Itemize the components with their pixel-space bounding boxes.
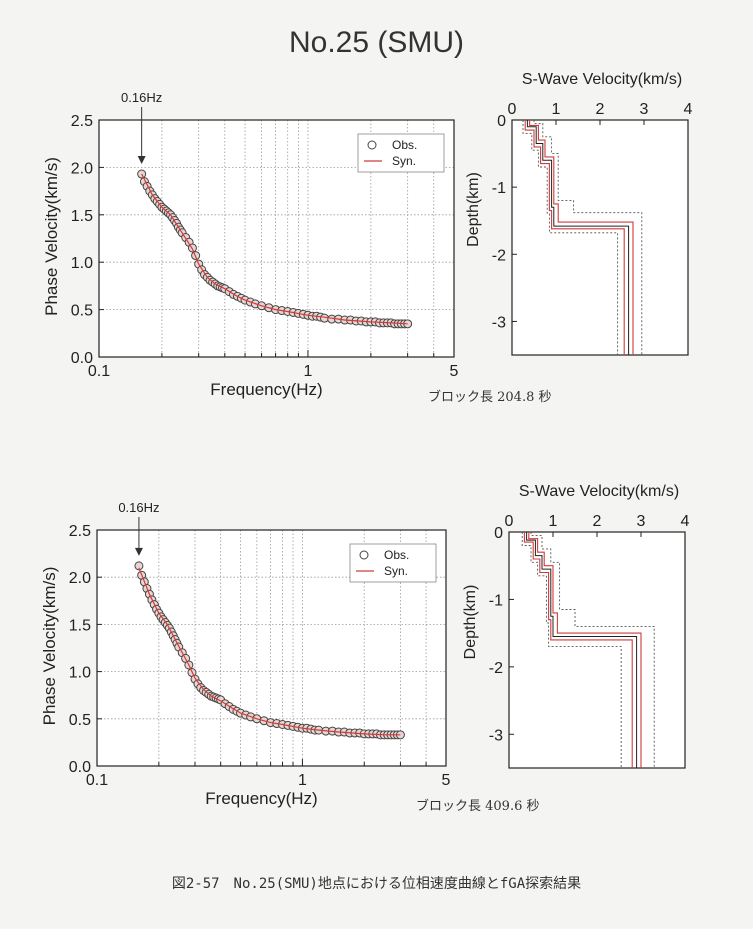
y-axis-label: Phase Velocity(km/s) bbox=[42, 157, 61, 316]
y-tick-label: 1.0 bbox=[69, 665, 91, 682]
y-tick-label: 0.5 bbox=[71, 303, 93, 320]
profile-best-line bbox=[526, 532, 638, 768]
profile-x-tick-label: 4 bbox=[684, 101, 693, 118]
profile-x-tick-label: 3 bbox=[637, 513, 646, 530]
profile-y-tick-label: -1 bbox=[492, 180, 506, 197]
page-title: No.25 (SMU) bbox=[288, 26, 465, 59]
profile-x-tick-label: 3 bbox=[640, 101, 649, 118]
profile-title: S-Wave Velocity(km/s) bbox=[519, 483, 679, 500]
profile-y-tick-label: -3 bbox=[489, 727, 503, 744]
profile-x-tick-label: 0 bbox=[505, 513, 514, 530]
profile-x-tick-label: 1 bbox=[552, 101, 561, 118]
profile-x-tick-label: 2 bbox=[596, 101, 605, 118]
legend-obs-label: Obs. bbox=[384, 548, 409, 562]
legend-box bbox=[357, 133, 445, 173]
profile-bound-low-line bbox=[521, 532, 622, 768]
obs-point bbox=[134, 561, 144, 571]
legend-syn-label: Syn. bbox=[392, 154, 416, 168]
x-tick-label: 1 bbox=[303, 363, 312, 380]
profile-x-tick-label: 4 bbox=[681, 513, 690, 530]
profile-x-tick-label: 1 bbox=[549, 513, 558, 530]
y-tick-label: 0.0 bbox=[69, 759, 91, 776]
y-tick-label: 1.5 bbox=[69, 617, 91, 634]
profile-frame bbox=[508, 531, 686, 769]
frequency-annotation: 0.16Hz bbox=[118, 500, 159, 515]
legend-obs-marker bbox=[359, 550, 369, 560]
syn-line bbox=[141, 173, 408, 325]
profile-bound-low-line bbox=[522, 120, 619, 355]
profile-syn-high-line bbox=[528, 532, 642, 768]
profile-y-tick-label: -3 bbox=[492, 314, 506, 331]
legend-syn-label: Syn. bbox=[384, 564, 408, 578]
y-tick-label: 2.5 bbox=[69, 523, 91, 540]
y-tick-label: 2.0 bbox=[71, 160, 93, 177]
frequency-annotation: 0.16Hz bbox=[121, 90, 162, 105]
plot-frame bbox=[96, 529, 447, 767]
y-tick-label: 1.0 bbox=[71, 255, 93, 272]
x-axis-label: Frequency(Hz) bbox=[205, 789, 317, 808]
x-tick-label: 0.1 bbox=[88, 363, 110, 380]
y-axis-label: Phase Velocity(km/s) bbox=[40, 567, 59, 726]
x-axis-label: Frequency(Hz) bbox=[210, 380, 322, 399]
profile-syn-low-line bbox=[523, 532, 633, 768]
y-tick-label: 0.0 bbox=[71, 350, 93, 367]
annotation-arrow-head bbox=[137, 156, 146, 165]
profile-syn-low-line bbox=[524, 120, 625, 355]
syn-line bbox=[138, 567, 401, 736]
profile-x-tick-label: 0 bbox=[508, 101, 517, 118]
profile-y-tick-label: -1 bbox=[489, 592, 503, 609]
annotation-arrow-head bbox=[134, 547, 143, 556]
y-tick-label: 2.0 bbox=[69, 570, 91, 587]
profile-y-tick-label: 0 bbox=[497, 113, 506, 130]
legend-obs-label: Obs. bbox=[392, 138, 417, 152]
y-tick-label: 0.5 bbox=[69, 712, 91, 729]
y-tick-label: 2.5 bbox=[71, 113, 93, 130]
profile-title: S-Wave Velocity(km/s) bbox=[522, 71, 682, 88]
legend-obs-marker bbox=[367, 140, 377, 150]
profile-bound-high-line bbox=[530, 532, 655, 768]
profile-x-tick-label: 2 bbox=[593, 513, 602, 530]
profile-syn-high-line bbox=[529, 120, 634, 355]
profile-y-tick-label: -2 bbox=[489, 660, 503, 677]
block-length-note-bottom: ブロック長 409.6 秒 bbox=[416, 799, 540, 814]
x-tick-label: 5 bbox=[442, 772, 451, 789]
profile-frame bbox=[511, 119, 689, 356]
profile-y-axis-label: Depth(km) bbox=[462, 585, 479, 660]
profile-best-line bbox=[526, 120, 630, 355]
legend-box bbox=[349, 543, 437, 583]
profile-y-tick-label: -2 bbox=[492, 247, 506, 264]
y-tick-label: 1.5 bbox=[71, 208, 93, 225]
figure-caption: 図2-57 No.25(SMU)地点における位相速度曲線とfGA探索結果 bbox=[171, 876, 582, 892]
plot-frame bbox=[98, 119, 455, 358]
profile-y-tick-label: 0 bbox=[494, 525, 503, 542]
block-length-note-top: ブロック長 204.8 秒 bbox=[428, 390, 552, 405]
x-tick-label: 1 bbox=[298, 772, 307, 789]
x-tick-label: 0.1 bbox=[86, 772, 108, 789]
x-tick-label: 5 bbox=[450, 363, 459, 380]
profile-y-axis-label: Depth(km) bbox=[465, 172, 482, 247]
